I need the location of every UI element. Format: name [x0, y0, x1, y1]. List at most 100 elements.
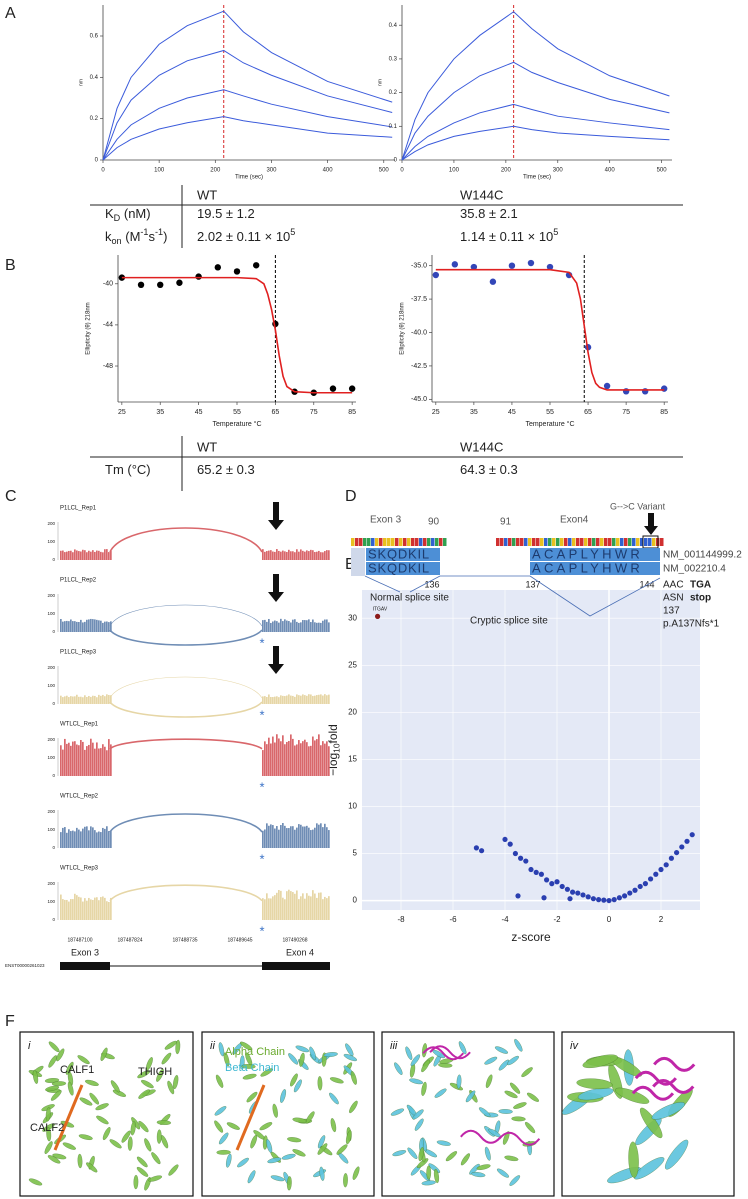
coverage-bar — [100, 897, 102, 920]
ribbon — [65, 1061, 74, 1075]
coverage-bar — [290, 622, 292, 632]
ribbon — [434, 1088, 447, 1098]
coverage-bar — [86, 696, 88, 704]
coverage-bar — [266, 893, 268, 920]
data-point — [658, 866, 664, 873]
coverage-bar — [286, 741, 288, 776]
coverage-bar — [306, 742, 308, 776]
ribbon — [127, 1136, 133, 1151]
coverage-bar — [270, 622, 272, 632]
ribbon — [164, 1040, 177, 1050]
junction-arc — [109, 527, 263, 553]
coverage-bar — [280, 741, 282, 776]
coverage-bar — [66, 551, 68, 560]
coverage-bar — [280, 890, 282, 920]
ribbon — [130, 1121, 136, 1136]
coverage-bar — [272, 551, 274, 560]
coverage-bar — [268, 618, 270, 632]
data-point — [527, 259, 535, 267]
coverage-bar — [78, 745, 80, 776]
coverage-bar — [110, 621, 112, 632]
ribbon — [458, 1041, 467, 1055]
coverage-bar — [80, 739, 82, 776]
ribbon — [576, 1078, 613, 1090]
coverage-bar — [284, 744, 286, 776]
coverage-bar — [106, 549, 108, 560]
strip-cell — [560, 538, 564, 546]
coverage-bar — [302, 826, 304, 848]
coverage-bar — [320, 694, 322, 704]
coverage-bar — [268, 737, 270, 776]
row-label-part: (M — [122, 229, 141, 244]
sequence: SKQDKIL — [368, 560, 430, 575]
ribbon — [267, 1157, 282, 1164]
coverage-bar — [106, 901, 108, 920]
ribbon — [280, 1089, 287, 1103]
ribbon — [136, 1166, 149, 1177]
y-axis-label: nm — [377, 79, 383, 86]
ribbon — [319, 1166, 325, 1181]
coverage-bar — [104, 897, 106, 920]
coverage-bar — [282, 897, 284, 920]
residue-block — [366, 562, 440, 575]
coverage-bar — [90, 696, 92, 704]
coverage-bar — [326, 741, 328, 776]
junction-arc — [109, 604, 263, 627]
strip-cell — [572, 538, 576, 546]
ribbon — [494, 1046, 509, 1054]
x-tick-label: 35 — [470, 409, 478, 416]
series-line — [102, 116, 393, 161]
coverage-bar — [316, 622, 318, 632]
ribbon — [317, 1143, 328, 1155]
coverage-bar — [276, 549, 278, 560]
x-axis-label: Time (sec) — [523, 175, 551, 181]
data-point — [515, 893, 521, 899]
coverage-bar — [304, 826, 306, 848]
residue-number: 144 — [639, 579, 654, 589]
coverage-bar — [98, 831, 100, 848]
highlight — [631, 1085, 675, 1101]
table-header: W144C — [460, 187, 503, 202]
coverage-bar — [308, 746, 310, 776]
ribbon — [141, 1079, 154, 1089]
coverage-bar — [68, 550, 70, 560]
coverage-bar — [90, 618, 92, 632]
y-tick-label: 0.2 — [90, 116, 99, 122]
sequence: ACAPLYHWR — [532, 560, 643, 575]
codon: ASN — [663, 593, 684, 604]
coverage-bar — [298, 740, 300, 776]
strip-cell — [556, 538, 560, 546]
coverage-bar — [300, 824, 302, 848]
coverage-bar — [94, 619, 96, 632]
coverage-bar — [282, 823, 284, 848]
strip-cell — [427, 538, 431, 546]
coverage-bar — [326, 695, 328, 704]
coverage-bar — [328, 896, 330, 920]
x-tick-label: 45 — [508, 409, 516, 416]
strip-cell — [411, 538, 415, 546]
coverage-bar — [100, 832, 102, 848]
ribbon — [350, 1071, 357, 1085]
junction-arc — [109, 676, 263, 699]
coverage-bar — [264, 899, 266, 920]
x-tick-label: 75 — [310, 409, 318, 416]
series-line — [435, 268, 665, 391]
splice-line — [440, 575, 661, 617]
data-point — [137, 281, 145, 289]
ribbon — [513, 1102, 527, 1109]
data-point — [214, 264, 222, 271]
ribbon — [167, 1080, 175, 1095]
strip-cell — [528, 538, 532, 546]
coverage-bar — [318, 734, 320, 776]
splice-line — [364, 575, 441, 593]
ribbon — [405, 1046, 413, 1060]
coverage-bar — [280, 825, 282, 848]
coverage-bar — [308, 827, 310, 848]
coverage-bar — [318, 824, 320, 848]
ribbon — [426, 1165, 432, 1180]
strip-cell — [620, 538, 624, 546]
coverage-bar — [62, 827, 64, 848]
structure-render — [562, 1049, 696, 1184]
coverage-bar — [272, 825, 274, 848]
y-tick-label: -42.5 — [411, 363, 427, 370]
